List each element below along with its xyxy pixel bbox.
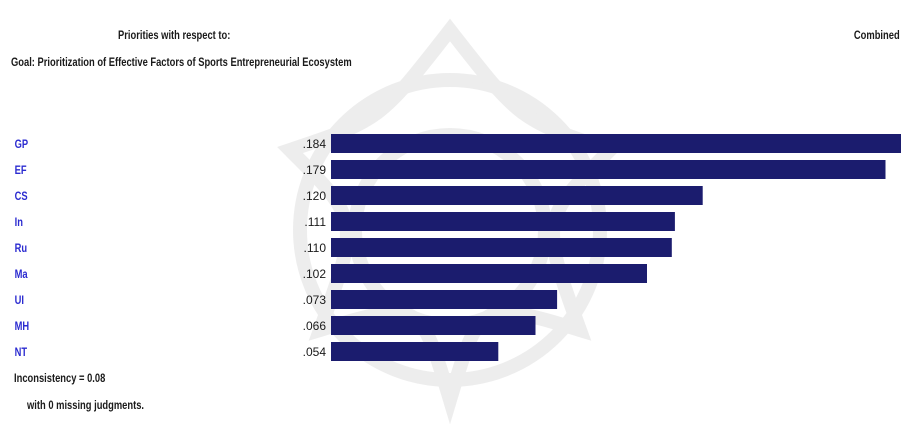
bar (331, 186, 703, 205)
bar (331, 160, 886, 179)
bar (331, 212, 675, 231)
bar (331, 290, 558, 309)
bar (331, 134, 901, 153)
category-label: UI (15, 294, 24, 307)
bar (331, 238, 672, 257)
category-label: NT (15, 346, 28, 359)
category-label: In (15, 216, 23, 229)
value-label: .110 (304, 241, 327, 255)
value-label: .111 (304, 215, 326, 229)
bar (331, 316, 536, 335)
category-label: GP (15, 138, 29, 151)
combined-label: Combined (854, 28, 900, 42)
value-label: .066 (303, 319, 327, 333)
category-label: CS (15, 190, 28, 203)
value-label: .179 (303, 163, 327, 177)
value-label: .054 (303, 345, 327, 359)
goal-title: Goal: Prioritization of Effective Factor… (11, 55, 352, 69)
category-label: MH (15, 320, 30, 333)
bar (331, 264, 647, 283)
category-label: Ma (15, 268, 29, 281)
value-label: .073 (303, 293, 327, 307)
value-label: .102 (303, 267, 327, 281)
value-label: .184 (303, 137, 327, 151)
priorities-header: Priorities with respect to: (118, 28, 231, 42)
category-label: Ru (15, 242, 27, 255)
missing-judgments-text: with 0 missing judgments. (27, 398, 145, 412)
category-label: EF (15, 164, 27, 177)
bar (331, 342, 499, 361)
inconsistency-text: Inconsistency = 0.08 (14, 371, 106, 385)
value-label: .120 (303, 189, 327, 203)
